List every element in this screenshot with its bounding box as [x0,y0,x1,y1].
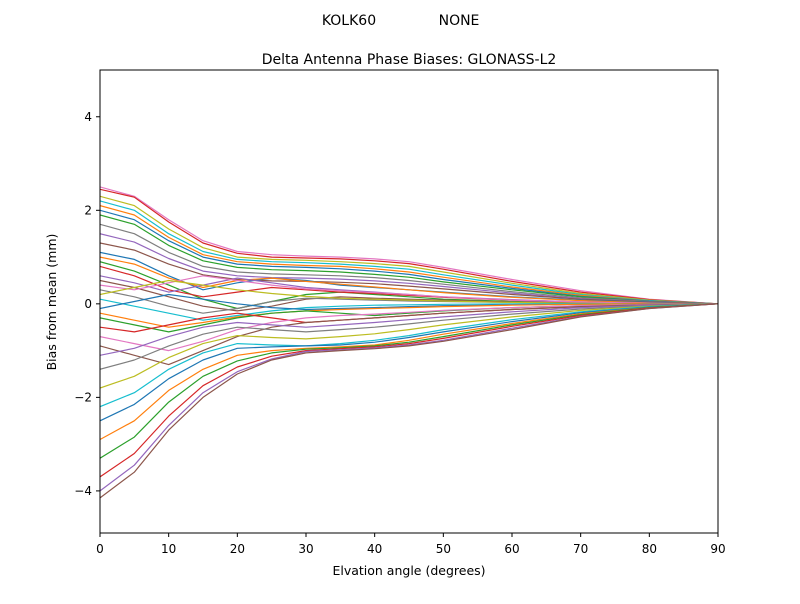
axis-ticks: 0 10 20 30 40 50 60 70 80 90 −4 −2 0 2 4 [74,110,725,556]
x-tick-label: 20 [230,542,245,556]
x-tick-label: 90 [710,542,725,556]
series-line [100,303,718,356]
axes-box [99,69,719,534]
series-line [100,242,718,305]
series-line [100,303,718,459]
x-tick-label: 40 [367,542,382,556]
series-line [100,200,718,305]
series-line [100,303,718,441]
series-line [100,279,718,305]
series-line [100,303,718,499]
y-tick-label: 4 [84,110,92,124]
series-line [100,186,718,305]
series-line [100,205,718,305]
x-tick-label: 10 [161,542,176,556]
x-axis-label: Elvation angle (degrees) [332,563,485,578]
series-line [100,275,718,305]
axes-title: Delta Antenna Phase Biases: GLONASS-L2 [262,52,557,68]
series-line [100,214,718,305]
series-line [100,303,718,370]
series-line [100,303,718,366]
x-tick-label: 60 [504,542,519,556]
series-lines [100,186,718,499]
y-tick-label: 2 [84,203,92,217]
y-tick-label: 0 [84,297,92,311]
series-line [100,195,718,305]
y-tick-label: −2 [74,390,92,404]
suptitle-station: KOLK60 [322,13,376,29]
x-tick-label: 80 [642,542,657,556]
series-line [100,303,718,328]
series-line [100,188,718,305]
series-line [100,303,718,422]
x-tick-label: 30 [298,542,313,556]
series-line [100,256,718,305]
series-line [100,303,718,492]
suptitle-antenna: NONE [439,13,480,29]
series-line [100,303,718,408]
series-line [100,209,718,305]
x-tick-label: 0 [96,542,104,556]
series-line [100,298,718,321]
y-tick-label: −4 [74,484,92,498]
y-axis-label: Bias from mean (mm) [44,234,59,371]
series-line [100,303,718,352]
x-tick-label: 50 [436,542,451,556]
series-line [100,303,718,389]
series-line [100,233,718,305]
series-line [100,303,718,478]
x-tick-label: 70 [573,542,588,556]
series-line [100,223,718,305]
